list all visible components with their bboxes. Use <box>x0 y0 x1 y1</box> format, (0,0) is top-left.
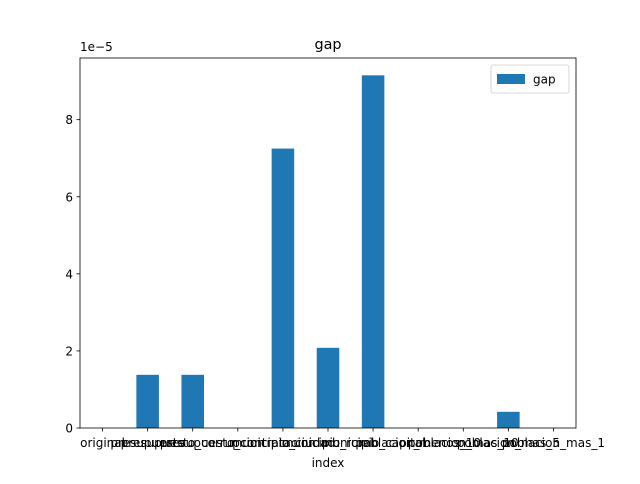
bar-municipio-capital <box>361 75 385 428</box>
legend-box <box>490 64 570 94</box>
legend-swatch <box>497 74 525 84</box>
x-tick-label: poblacion_menos_10 <box>355 436 481 450</box>
y-tick-label: 6 <box>65 190 73 204</box>
x-tick-label: municipio_rural <box>282 436 375 450</box>
x-tick-label: presupuesto_corrupcion <box>121 436 265 450</box>
legend: gap <box>490 64 570 94</box>
y-tick-label: 8 <box>65 113 73 127</box>
y-tick-label: 2 <box>65 344 73 358</box>
y-tick-label: 4 <box>65 267 73 281</box>
bar-municipio-ciudad <box>271 148 295 428</box>
x-tick-label: presupuesto <box>110 436 184 450</box>
bar-poblacion-mas-5 <box>497 411 520 428</box>
bars-layer <box>136 75 520 428</box>
x-axis-label: index <box>312 456 345 470</box>
x-tick-label: municipio_ciudad <box>231 436 336 450</box>
axes-layer: originalpresupuestopresupuesto_corrupcio… <box>65 57 605 450</box>
x-tick-label: original <box>80 436 125 450</box>
chart-title: gap <box>314 37 341 53</box>
x-tick-label: poblacion_mas_5 <box>457 436 560 450</box>
x-tick-label: municipio_capital <box>321 436 426 450</box>
x-tick-label: presupuesto_contratacion <box>160 436 316 450</box>
bar-presupuesto-corrupcion <box>181 374 204 428</box>
x-tick-label: poblacion_mas_10 <box>408 436 519 450</box>
y-tick-label: 0 <box>65 422 73 436</box>
x-tick-label: poblacion_mas_1 <box>502 436 605 450</box>
bar-municipio-rural <box>316 347 340 428</box>
y-scale-label: 1e−5 <box>80 40 113 54</box>
bar-presupuesto <box>136 374 159 428</box>
legend-label: gap <box>533 73 556 87</box>
